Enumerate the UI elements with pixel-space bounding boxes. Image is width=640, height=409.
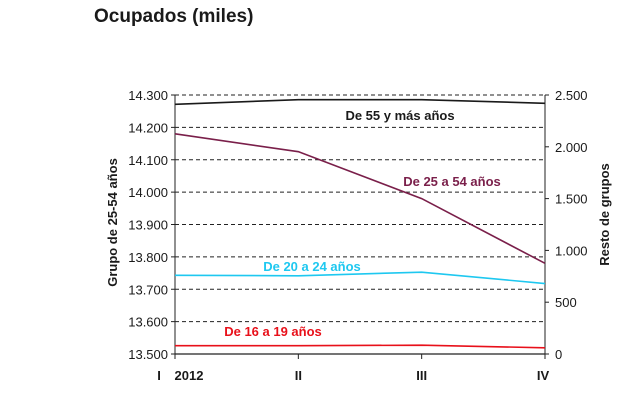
series-label: De 55 y más años bbox=[345, 108, 454, 123]
x-tick-label: I bbox=[157, 368, 161, 383]
y-left-tick-label: 14.100 bbox=[128, 153, 168, 168]
y-left-tick-label: 13.500 bbox=[128, 347, 168, 362]
y-left-tick-label: 14.200 bbox=[128, 120, 168, 135]
series-line bbox=[174, 133, 546, 265]
series-line bbox=[174, 98, 546, 106]
y-left-axis-title: Grupo de 25-54 años bbox=[105, 158, 120, 287]
y-right-tick-label: 0 bbox=[555, 347, 562, 362]
series-label: De 16 a 19 años bbox=[224, 324, 322, 339]
series-label: De 25 a 54 años bbox=[403, 174, 501, 189]
y-left-tick-label: 14.300 bbox=[128, 88, 168, 103]
y-right-tick-label: 1.000 bbox=[555, 243, 588, 258]
y-right-tick-label: 1.500 bbox=[555, 192, 588, 207]
y-right-axis-title: Resto de grupos bbox=[597, 163, 612, 266]
y-left-tick-label: 13.700 bbox=[128, 282, 168, 297]
chart-title: Ocupados (miles) bbox=[94, 6, 254, 27]
y-right-tick-label: 2.500 bbox=[555, 88, 588, 103]
y-left-tick-label: 13.800 bbox=[128, 250, 168, 265]
x-tick-label: IV bbox=[537, 368, 550, 383]
y-left-tick-label: 13.600 bbox=[128, 315, 168, 330]
y-left-tick-label: 13.900 bbox=[128, 218, 168, 233]
series-line bbox=[175, 344, 546, 349]
x-year-label: 2012 bbox=[175, 368, 204, 383]
y-left-tick-label: 14.000 bbox=[128, 185, 168, 200]
series-line bbox=[174, 271, 546, 285]
y-right-tick-label: 500 bbox=[555, 295, 577, 310]
series-label: De 20 a 24 años bbox=[263, 259, 361, 274]
y-right-tick-label: 2.000 bbox=[555, 140, 588, 155]
x-tick-label: III bbox=[416, 368, 427, 383]
x-tick-label: II bbox=[295, 368, 302, 383]
